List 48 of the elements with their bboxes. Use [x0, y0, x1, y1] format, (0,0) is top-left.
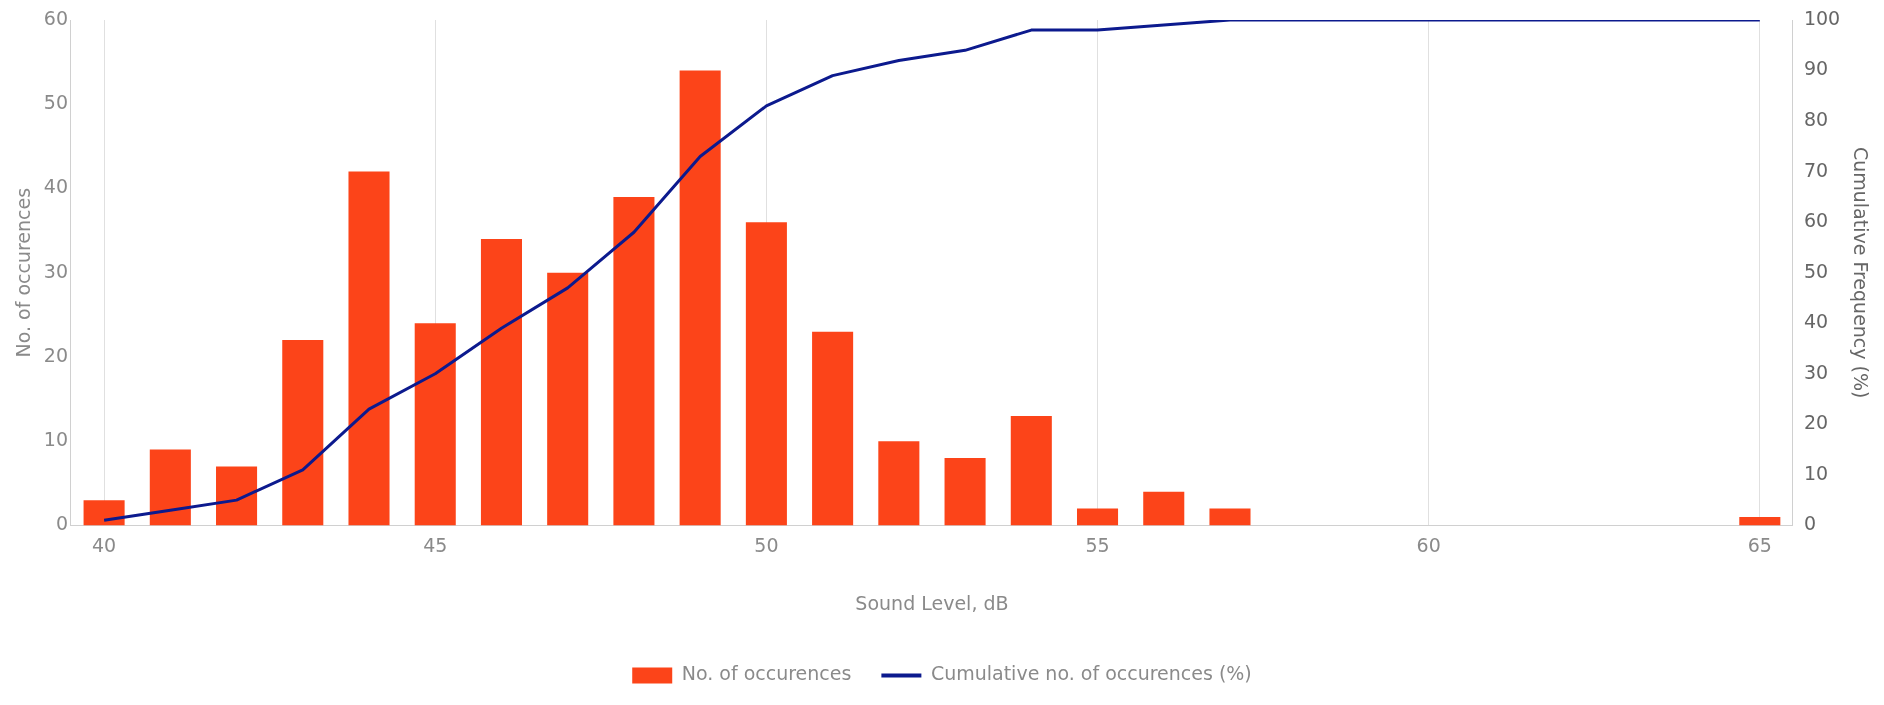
y2-tick-label: 10: [1803, 461, 1829, 484]
y2-tick-label: 100: [1803, 6, 1841, 29]
bar: [878, 441, 920, 526]
bar: [812, 331, 854, 526]
y2-tick-label: 90: [1803, 57, 1829, 80]
y-tick-label: 60: [43, 6, 68, 29]
x-tick-label: 40: [92, 533, 117, 556]
bar: [1143, 491, 1185, 526]
y-axis-title: No. of occurences: [12, 187, 35, 358]
x-axis-title: Sound Level, dB: [855, 591, 1009, 614]
y-tick-label: 20: [43, 343, 68, 366]
y-tick-label: 10: [43, 428, 68, 451]
bar: [1209, 508, 1251, 526]
x-tick-label: 50: [754, 533, 779, 556]
bar: [679, 70, 721, 526]
bar: [348, 171, 390, 526]
x-tick-label: 65: [1747, 533, 1772, 556]
bar: [944, 458, 986, 526]
bar: [613, 196, 655, 526]
bar: [282, 340, 324, 526]
y-tick-label: 40: [43, 175, 68, 198]
legend-label: No. of occurences: [681, 662, 852, 685]
y-tick-label: 0: [55, 512, 68, 535]
y2-tick-label: 70: [1803, 158, 1829, 181]
y2-tick-label: 80: [1803, 108, 1829, 131]
legend-label: Cumulative no. of occurences (%): [930, 662, 1252, 685]
x-tick-label: 45: [423, 533, 448, 556]
y2-tick-label: 20: [1803, 411, 1829, 434]
bar: [547, 272, 589, 526]
bar: [1739, 516, 1781, 526]
bar: [414, 323, 456, 526]
x-tick-label: 55: [1085, 533, 1110, 556]
y-tick-label: 50: [43, 91, 68, 114]
y2-tick-label: 30: [1803, 360, 1829, 383]
bar: [83, 500, 125, 526]
bar: [480, 239, 522, 526]
y2-tick-label: 40: [1803, 310, 1829, 333]
y2-axis-title: Cumulative Frequency (%): [1849, 146, 1872, 399]
bar: [1010, 415, 1052, 526]
y-tick-label: 30: [43, 259, 68, 282]
y2-tick-label: 0: [1803, 512, 1817, 535]
y2-tick-label: 50: [1803, 259, 1829, 282]
bar: [216, 466, 258, 526]
x-tick-label: 60: [1416, 533, 1441, 556]
bar: [149, 449, 191, 526]
bar: [745, 222, 787, 526]
y2-tick-label: 60: [1803, 209, 1829, 232]
bar: [1077, 508, 1119, 526]
